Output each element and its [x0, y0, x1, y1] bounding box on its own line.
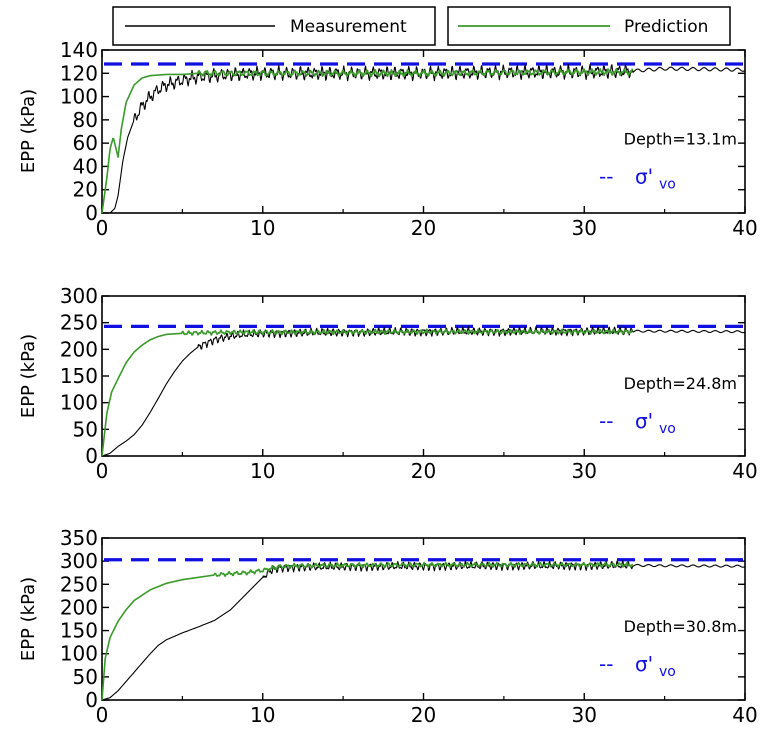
y-tick-label: 100	[60, 391, 98, 415]
x-tick-label: 0	[96, 216, 109, 240]
prediction-series-line	[101, 328, 634, 457]
y-tick-label: 250	[60, 572, 98, 596]
x-tick-label: 40	[732, 703, 757, 727]
y-axis-label: EPP (kPa)	[18, 577, 39, 661]
effective-stress-legend-dash: --	[599, 409, 613, 433]
x-tick-label: 20	[411, 216, 436, 240]
effective-stress-legend-subscript: vo	[659, 177, 676, 193]
x-tick-label: 30	[572, 216, 597, 240]
y-tick-label: 80	[73, 108, 98, 132]
x-tick-label: 30	[572, 703, 597, 727]
y-tick-label: 300	[60, 549, 98, 573]
y-tick-label: 50	[73, 417, 98, 441]
x-tick-label: 20	[411, 459, 436, 483]
y-tick-label: 250	[60, 311, 98, 335]
y-tick-label: 0	[85, 444, 98, 468]
legend-label-measurement: Measurement	[290, 17, 407, 37]
y-tick-label: 100	[60, 642, 98, 666]
y-axis-label: EPP (kPa)	[18, 89, 39, 173]
measurement-series-line	[101, 560, 746, 701]
y-tick-label: 350	[60, 526, 98, 550]
y-tick-label: 140	[60, 38, 98, 62]
y-tick-label: 100	[60, 85, 98, 109]
effective-stress-legend-dash: --	[599, 165, 613, 189]
y-tick-label: 120	[60, 61, 98, 85]
x-tick-label: 40	[732, 459, 757, 483]
x-tick-label: 0	[96, 703, 109, 727]
x-tick-label: 0	[96, 459, 109, 483]
effective-stress-legend-symbol: σ'	[635, 409, 653, 433]
y-tick-label: 0	[85, 201, 98, 225]
depth-annotation: Depth=24.8m	[624, 374, 737, 393]
y-tick-label: 0	[85, 688, 98, 712]
legend-label-prediction: Prediction	[624, 17, 708, 37]
y-tick-label: 200	[60, 595, 98, 619]
prediction-series-line	[101, 561, 634, 701]
x-tick-label: 10	[250, 216, 275, 240]
x-tick-label: 10	[250, 703, 275, 727]
effective-stress-legend-subscript: vo	[659, 421, 676, 437]
measurement-series-line	[101, 325, 746, 457]
x-tick-label: 20	[411, 703, 436, 727]
y-tick-label: 40	[73, 154, 98, 178]
y-tick-label: 150	[60, 364, 98, 388]
y-tick-label: 60	[73, 131, 98, 155]
effective-stress-legend-symbol: σ'	[635, 165, 653, 189]
effective-stress-legend-dash: --	[599, 652, 613, 676]
y-tick-label: 50	[73, 665, 98, 689]
legend: Measurement Prediction	[112, 6, 731, 46]
x-tick-label: 10	[250, 459, 275, 483]
y-tick-label: 20	[73, 178, 98, 202]
prediction-series-line	[101, 67, 634, 214]
x-tick-label: 30	[572, 459, 597, 483]
x-tick-label: 40	[732, 216, 757, 240]
effective-stress-legend-subscript: vo	[659, 664, 676, 680]
effective-stress-legend-symbol: σ'	[635, 652, 653, 676]
y-axis-label: EPP (kPa)	[18, 334, 39, 418]
depth-annotation: Depth=30.8m	[624, 617, 737, 636]
y-tick-label: 150	[60, 619, 98, 643]
y-tick-label: 200	[60, 337, 98, 361]
depth-annotation: Depth=13.1m	[624, 130, 737, 149]
y-tick-label: 300	[60, 284, 98, 308]
